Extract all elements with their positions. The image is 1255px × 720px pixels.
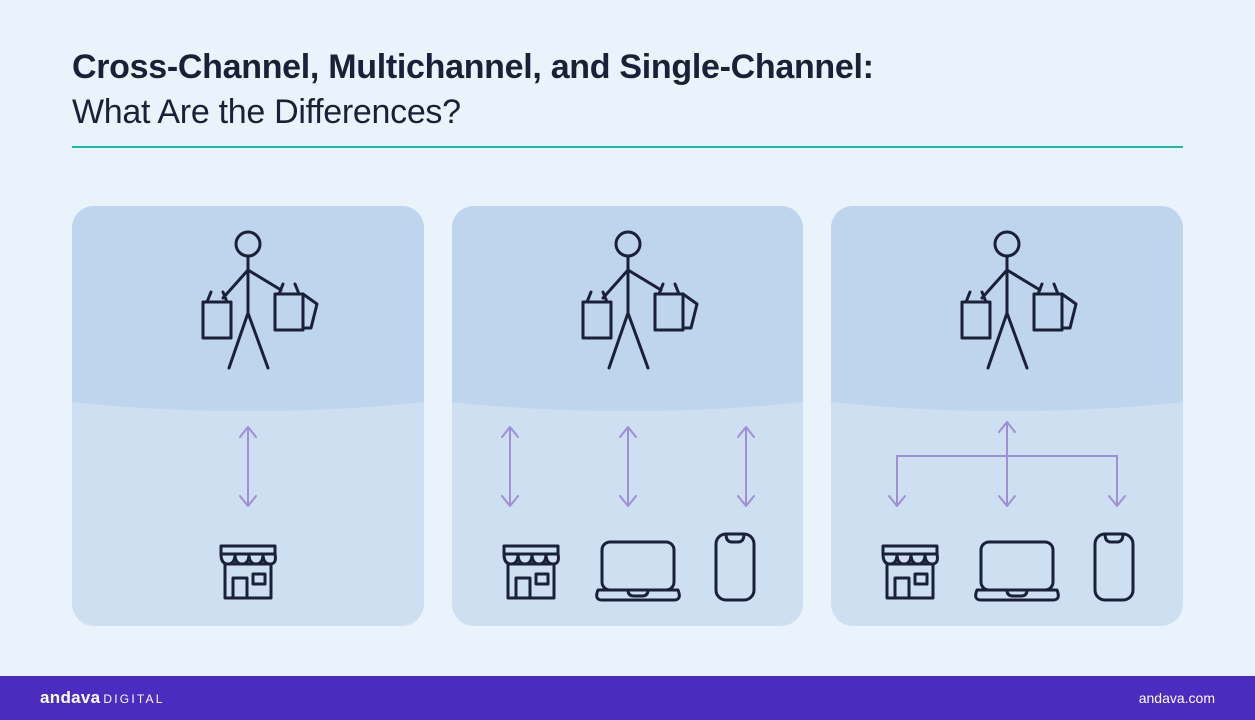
footer-bar: andava DIGITAL andava.com — [0, 676, 1255, 720]
double-arrow-icon — [726, 419, 766, 514]
card-single-channel — [72, 206, 424, 626]
double-arrow-icon — [490, 419, 530, 514]
card-multichannel — [452, 206, 804, 626]
arrows-single — [72, 416, 424, 516]
brand-logo: andava DIGITAL — [40, 688, 165, 708]
branching-arrow-icon — [857, 416, 1157, 516]
brand-primary: andava — [40, 688, 100, 708]
shopper-icon — [922, 228, 1092, 378]
laptop-icon — [590, 534, 686, 604]
title-line-1: Cross-Channel, Multichannel, and Single-… — [72, 48, 1183, 87]
channels-cross — [831, 530, 1183, 604]
phone-icon — [710, 530, 760, 604]
title-underline — [72, 146, 1183, 148]
shopper-icon — [543, 228, 713, 378]
store-icon — [875, 534, 945, 604]
shopper-icon — [163, 228, 333, 378]
store-icon — [496, 534, 566, 604]
double-arrow-icon — [228, 419, 268, 514]
phone-icon — [1089, 530, 1139, 604]
title-block: Cross-Channel, Multichannel, and Single-… — [72, 48, 1183, 148]
card-cross-channel — [831, 206, 1183, 626]
channels-single — [72, 534, 424, 604]
arrows-branching — [831, 416, 1183, 516]
cards-row — [72, 206, 1183, 646]
channels-multi — [452, 530, 804, 604]
arrows-multi — [452, 416, 804, 516]
laptop-icon — [969, 534, 1065, 604]
footer-url: andava.com — [1139, 690, 1215, 706]
infographic-page: Cross-Channel, Multichannel, and Single-… — [0, 0, 1255, 676]
double-arrow-icon — [608, 419, 648, 514]
title-line-2: What Are the Differences? — [72, 93, 1183, 132]
brand-secondary: DIGITAL — [103, 692, 164, 706]
store-icon — [213, 534, 283, 604]
